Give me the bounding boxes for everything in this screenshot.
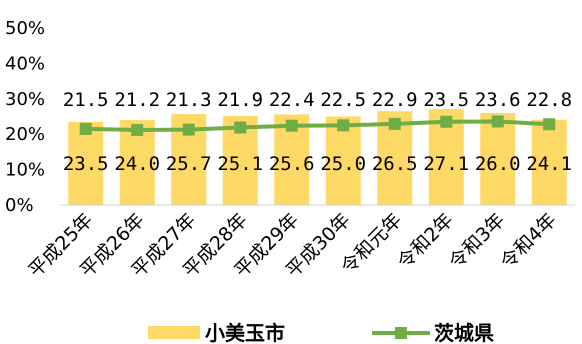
bar-data-label: 25.1 (217, 153, 263, 175)
bar-data-label: 27.1 (423, 153, 469, 175)
line-data-label: 23.6 (475, 89, 521, 111)
line-marker (79, 122, 92, 135)
bar-data-label: 26.0 (475, 153, 521, 175)
line-marker (440, 115, 453, 128)
line-marker (337, 119, 350, 132)
y-tick-label: 50% (5, 18, 45, 39)
line-series (79, 115, 556, 136)
line-data-label: 22.9 (372, 89, 418, 111)
x-tick-label: 令和4年 (496, 209, 560, 273)
bar (480, 112, 516, 205)
bar-data-label: 25.7 (166, 153, 212, 175)
line-marker (131, 123, 144, 136)
line-data-label: 22.4 (269, 89, 315, 111)
line-data-label: 21.3 (166, 89, 212, 111)
line-marker (388, 117, 401, 130)
line-data-label: 21.9 (217, 89, 263, 111)
bar (531, 119, 567, 205)
bar-data-label: 24.1 (526, 153, 572, 175)
y-tick-label: 40% (5, 53, 45, 74)
bar-data-label: 25.0 (320, 153, 366, 175)
x-tick-label: 令和2年 (393, 209, 457, 273)
bar-series (60, 109, 575, 206)
y-tick-label: 10% (5, 160, 45, 181)
line-data-label: 21.5 (63, 89, 109, 111)
line-marker (182, 123, 195, 136)
bar-data-label: 26.5 (372, 153, 418, 175)
line-marker (285, 119, 298, 132)
legend-swatch-marker (395, 327, 407, 339)
y-tick-label: 20% (5, 124, 45, 145)
x-tick-label: 令和3年 (445, 209, 509, 273)
legend: 小美玉市 茨城県 (148, 321, 494, 344)
legend-swatch-bar (148, 326, 200, 339)
legend-label: 茨城県 (434, 321, 494, 344)
y-tick-label: 0% (5, 195, 34, 216)
line-data-label: 23.5 (423, 89, 469, 111)
series-line (85, 119, 550, 132)
line-data-label: 22.8 (526, 89, 572, 111)
line-data-label: 21.2 (114, 89, 160, 111)
line-marker (491, 115, 504, 128)
line-marker (543, 118, 556, 131)
y-tick-label: 30% (5, 89, 45, 110)
y-axis: 0% 10% 20% 30% 40% 50% (5, 18, 45, 216)
x-axis: 平成25年平成26年平成27年平成28年平成29年平成30年令和元年令和2年令和… (24, 209, 560, 282)
bar-data-label: 23.5 (63, 153, 109, 175)
bar-data-label: 24.0 (114, 153, 160, 175)
bar-data-label: 25.6 (269, 153, 315, 175)
line-data-label: 22.5 (320, 89, 366, 111)
line-marker (234, 121, 247, 134)
bar (68, 121, 104, 205)
data-labels: 21.5 21.2 21.3 21.9 22.4 22.5 22.9 23.5 23.6 22.8… (63, 89, 572, 175)
legend-label: 小美玉市 (205, 321, 285, 344)
